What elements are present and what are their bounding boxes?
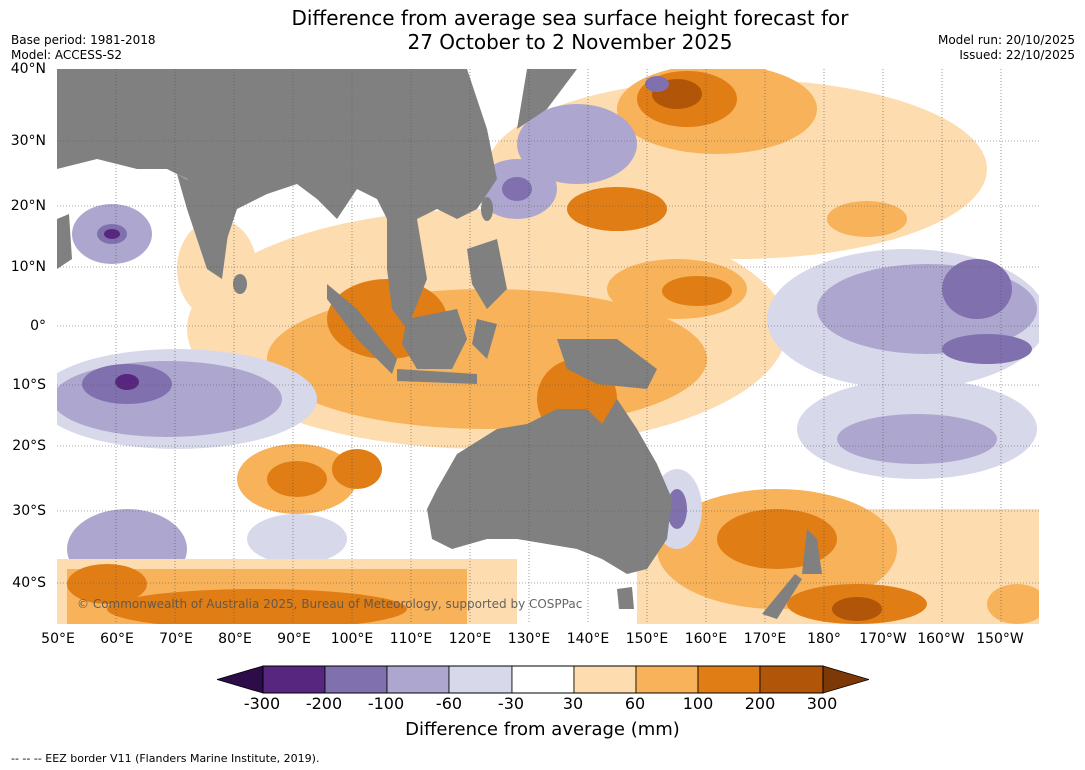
- meta-right: Model run: 20/10/2025 Issued: 22/10/2025: [938, 33, 1075, 63]
- lon-label-90e: 90°E: [277, 631, 311, 647]
- lat-label-40n: 40°N: [10, 61, 46, 77]
- lon-label-110e: 110°E: [389, 631, 433, 647]
- model-run: Model run: 20/10/2025: [937, 33, 1075, 47]
- colorbar-tick-5: 30: [562, 694, 584, 713]
- copyright-notice: © Commonwealth of Australia 2025, Bureau…: [77, 597, 583, 611]
- lat-label-20s: 20°S: [12, 438, 46, 454]
- lon-label-160e: 160°E: [684, 631, 728, 647]
- lon-label-170e: 170°E: [743, 631, 787, 647]
- model-name: Model: ACCESS-S2: [11, 48, 123, 62]
- chart-title: Difference from average sea surface heig…: [200, 6, 940, 54]
- colorbar-segment-7: [635, 665, 699, 694]
- colorbar-segment-3: [386, 665, 450, 694]
- colorbar-segment-9: [759, 665, 824, 694]
- lon-label-150w: 150°W: [976, 631, 1024, 647]
- base-period: Base period: 1981-2018: [11, 33, 156, 47]
- colorbar-tick-2: -100: [367, 694, 405, 713]
- colorbar-tick-7: 100: [682, 694, 714, 713]
- lon-label-120e: 120°E: [448, 631, 492, 647]
- lon-label-150e: 150°E: [625, 631, 669, 647]
- colorbar-segment-0: [217, 665, 264, 694]
- colorbar-segment-4: [448, 665, 513, 694]
- colorbar-segment-8: [697, 665, 761, 694]
- colorbar-title: Difference from average (mm): [405, 719, 680, 740]
- graticule: [57, 69, 1039, 624]
- colorbar-tick-0: -300: [243, 694, 281, 713]
- lon-label-130e: 130°E: [507, 631, 551, 647]
- colorbar-segment-1: [262, 665, 326, 694]
- colorbar: [217, 665, 869, 694]
- title-line-1: Difference from average sea surface heig…: [291, 6, 849, 30]
- lat-label-10n: 10°N: [10, 259, 46, 275]
- lat-label-20n: 20°N: [10, 198, 46, 214]
- lon-label-100e: 100°E: [330, 631, 374, 647]
- land-masses: [57, 69, 822, 619]
- sea-surface-height-map: © Commonwealth of Australia 2025, Bureau…: [57, 69, 1039, 624]
- colorbar-segment-10: [822, 665, 869, 694]
- lon-label-170w: 170°W: [859, 631, 907, 647]
- lat-label-30s: 30°S: [12, 503, 46, 519]
- lon-label-60e: 60°E: [100, 631, 134, 647]
- lat-label-40s: 40°S: [12, 575, 46, 591]
- eez-footnote: -- -- -- EEZ border V11 (Flanders Marine…: [11, 752, 320, 765]
- map-canvas: [57, 69, 1039, 624]
- lat-label-30n: 30°N: [10, 133, 46, 149]
- colorbar-tick-1: -200: [305, 694, 343, 713]
- lon-label-50e: 50°E: [41, 631, 75, 647]
- lon-label-160w: 160°W: [917, 631, 965, 647]
- colorbar-tick-3: -60: [435, 694, 463, 713]
- lon-label-140e: 140°E: [566, 631, 610, 647]
- lon-label-80e: 80°E: [218, 631, 252, 647]
- colorbar-outline: [262, 665, 824, 694]
- lat-label-0: 0°: [30, 318, 46, 334]
- colorbar-segment-5: [511, 665, 575, 694]
- colorbar-segment-6: [573, 665, 637, 694]
- colorbar-tick-8: 200: [744, 694, 776, 713]
- colorbar-tick-6: 60: [624, 694, 646, 713]
- meta-left: Base period: 1981-2018 Model: ACCESS-S2: [11, 33, 156, 63]
- lat-label-10s: 10°S: [12, 377, 46, 393]
- issued-date: Issued: 22/10/2025: [959, 48, 1075, 62]
- colorbar-tick-9: 300: [806, 694, 838, 713]
- colorbar-tick-4: -30: [497, 694, 525, 713]
- lon-label-70e: 70°E: [159, 631, 193, 647]
- colorbar-segment-2: [324, 665, 388, 694]
- lon-label-180: 180°: [807, 631, 841, 647]
- anomaly-field: [57, 69, 1039, 624]
- title-line-2: 27 October to 2 November 2025: [407, 30, 733, 54]
